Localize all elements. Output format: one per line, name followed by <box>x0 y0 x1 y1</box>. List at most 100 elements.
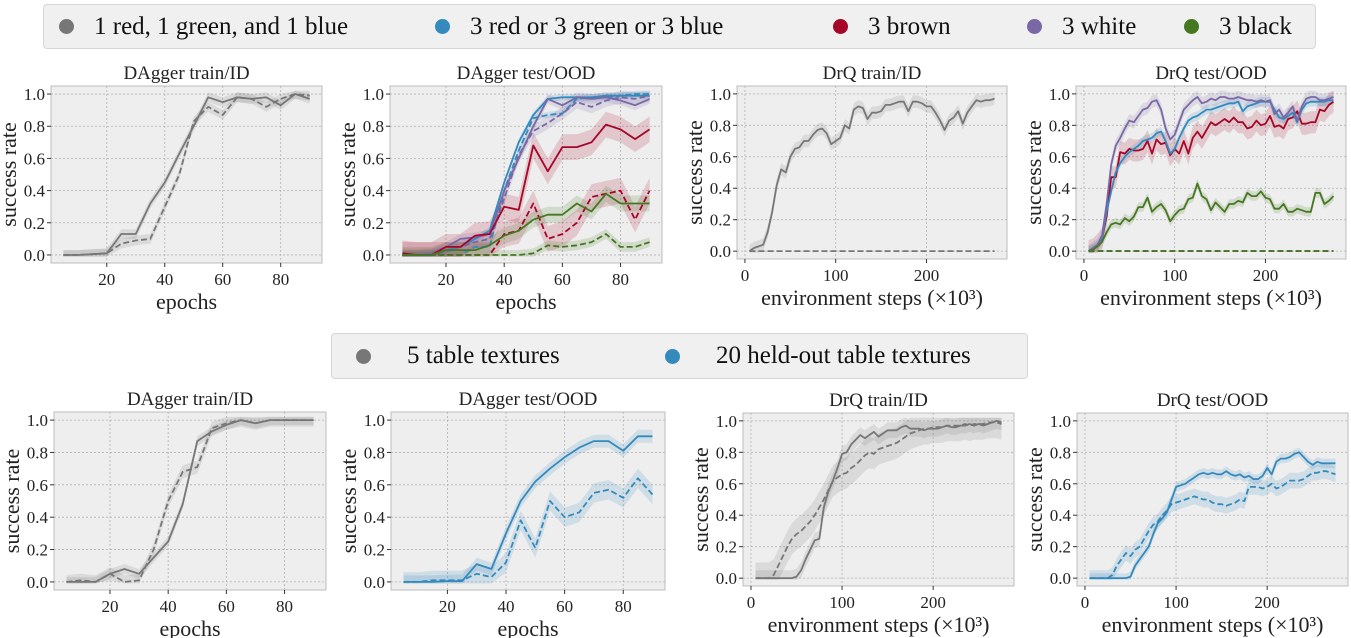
y-tick-label: 0.6 <box>24 149 45 168</box>
x-tick-label: 200 <box>1253 266 1279 285</box>
confidence-band <box>1088 95 1334 253</box>
y-tick-label: 0.2 <box>710 211 731 230</box>
legend-marker-red <box>833 19 848 34</box>
y-tick-label: 0.2 <box>1050 538 1071 557</box>
plot-area <box>742 412 1015 587</box>
series-line-solid <box>1087 96 1334 252</box>
x-tick-label: 20 <box>98 270 115 289</box>
y-tick-label: 0.8 <box>1049 116 1070 135</box>
legend-label: 3 red or 3 green or 3 blue <box>470 12 724 40</box>
x-tick-label: 200 <box>920 593 946 612</box>
y-tick-label: 1.0 <box>1049 85 1070 104</box>
subplot-title: DrQ test/OOD <box>1157 390 1268 411</box>
y-tick-label: 0.6 <box>710 148 731 167</box>
y-axis-label: success rate <box>335 122 360 226</box>
series-line-solid <box>402 192 650 256</box>
y-tick-label: 0.4 <box>27 508 49 527</box>
series-line-solid <box>1087 99 1334 252</box>
subplot-title: DAgger test/OOD <box>459 389 598 410</box>
y-tick-label: 0.8 <box>27 443 48 462</box>
subplot-8: 0.0 0.2 0.4 0.6 0.8 1.0 0 100 200 DrQ test/OOD env… <box>1022 390 1349 637</box>
x-tick-label: 100 <box>1162 266 1188 285</box>
series-line-solid <box>1088 182 1335 252</box>
y-tick-label: 0.0 <box>1050 569 1071 588</box>
y-tick-label: 0.0 <box>27 573 48 592</box>
legend-marker-blue <box>665 348 680 364</box>
legend-top: 1 red, 1 green, and 1 blue 3 red or 3 gr… <box>43 4 1316 49</box>
x-axis-label: environment steps (×10³) <box>761 285 983 310</box>
x-axis-label: epochs <box>497 616 558 638</box>
confidence-band <box>403 429 653 584</box>
y-axis-label: success rate <box>688 447 713 551</box>
x-tick-label: 80 <box>615 597 632 616</box>
legend-label: 5 table textures <box>407 342 560 369</box>
y-tick-label: 0.4 <box>710 179 732 198</box>
legend-marker-blue <box>435 19 450 34</box>
x-tick-label: 20 <box>438 270 455 289</box>
y-tick-label: 0.2 <box>1049 211 1070 230</box>
series-line-solid <box>403 435 653 583</box>
y-tick-label: 0.8 <box>24 117 45 136</box>
subplot-title: DrQ train/ID <box>823 63 922 84</box>
series-line-solid <box>755 419 1002 579</box>
y-tick-label: 0.4 <box>1049 179 1071 198</box>
x-axis-label: epochs <box>495 289 556 314</box>
legend-label: 3 black <box>1219 12 1292 40</box>
subplot-6: 0.0 0.2 0.4 0.6 0.8 1.0 20 40 60 80 DAgger test/OO… <box>336 389 666 638</box>
series-line-solid <box>1089 451 1336 579</box>
x-tick-label: 40 <box>496 270 513 289</box>
plot-area <box>736 85 1008 260</box>
x-tick-label: 80 <box>276 597 293 616</box>
x-tick-label: 0 <box>1081 593 1090 612</box>
x-tick-label: 0 <box>747 593 756 612</box>
series-line-solid <box>402 123 651 256</box>
x-tick-label: 60 <box>554 270 571 289</box>
legend-bottom: 5 table textures 20 held-out table textu… <box>331 333 1028 379</box>
legend-item: 20 held-out table textures <box>665 334 971 378</box>
y-axis-label: success rate <box>0 122 21 226</box>
x-tick-label: 0 <box>1080 266 1089 285</box>
y-tick-label: 0.2 <box>716 538 737 557</box>
legend-item: 3 brown <box>833 5 951 48</box>
x-tick-label: 60 <box>218 597 235 616</box>
legend-label: 3 white <box>1062 12 1137 40</box>
y-axis-label: success rate <box>0 449 24 553</box>
x-tick-label: 80 <box>612 270 629 289</box>
y-tick-label: 0.4 <box>1050 506 1072 525</box>
legend-marker-gray <box>356 348 371 364</box>
x-tick-label: 80 <box>272 270 289 289</box>
x-tick-label: 40 <box>156 270 173 289</box>
y-tick-label: 0.0 <box>364 573 385 592</box>
y-tick-label: 0.8 <box>363 117 384 136</box>
legend-marker-purple <box>1027 19 1042 34</box>
series-line-dashed <box>402 94 650 256</box>
legend-label: 20 held-out table textures <box>716 342 971 369</box>
legend-label: 3 brown <box>868 12 951 40</box>
y-tick-label: 0.6 <box>1050 475 1071 494</box>
y-tick-label: 0.8 <box>716 443 737 462</box>
legend-item: 3 black <box>1184 5 1292 48</box>
x-axis-label: environment steps (×10³) <box>1100 285 1322 310</box>
subplot-3: 0.0 0.2 0.4 0.6 0.8 1.0 0 100 200 DrQ train/ID env… <box>682 63 1008 310</box>
y-axis-label: success rate <box>336 449 361 553</box>
legend-item: 1 red, 1 green, and 1 blue <box>59 5 348 48</box>
y-tick-label: 0.6 <box>716 475 737 494</box>
y-tick-label: 0.6 <box>1049 148 1070 167</box>
y-tick-label: 0.2 <box>363 214 384 233</box>
y-tick-label: 0.8 <box>364 443 385 462</box>
legend-item: 5 table textures <box>356 334 560 378</box>
y-tick-label: 0.6 <box>364 476 385 495</box>
series-line-dashed <box>403 477 654 583</box>
legend-label: 1 red, 1 green, and 1 blue <box>94 12 349 40</box>
subplot-title: DAgger test/OOD <box>457 63 596 84</box>
y-tick-label: 0.2 <box>364 541 385 560</box>
series-line-dashed <box>402 233 650 256</box>
plot-area <box>50 85 323 264</box>
x-tick-label: 0 <box>741 266 750 285</box>
y-tick-label: 0.6 <box>27 476 48 495</box>
series-line-dashed <box>63 93 310 256</box>
plot-area <box>1076 412 1349 587</box>
y-tick-label: 0.0 <box>363 246 384 265</box>
